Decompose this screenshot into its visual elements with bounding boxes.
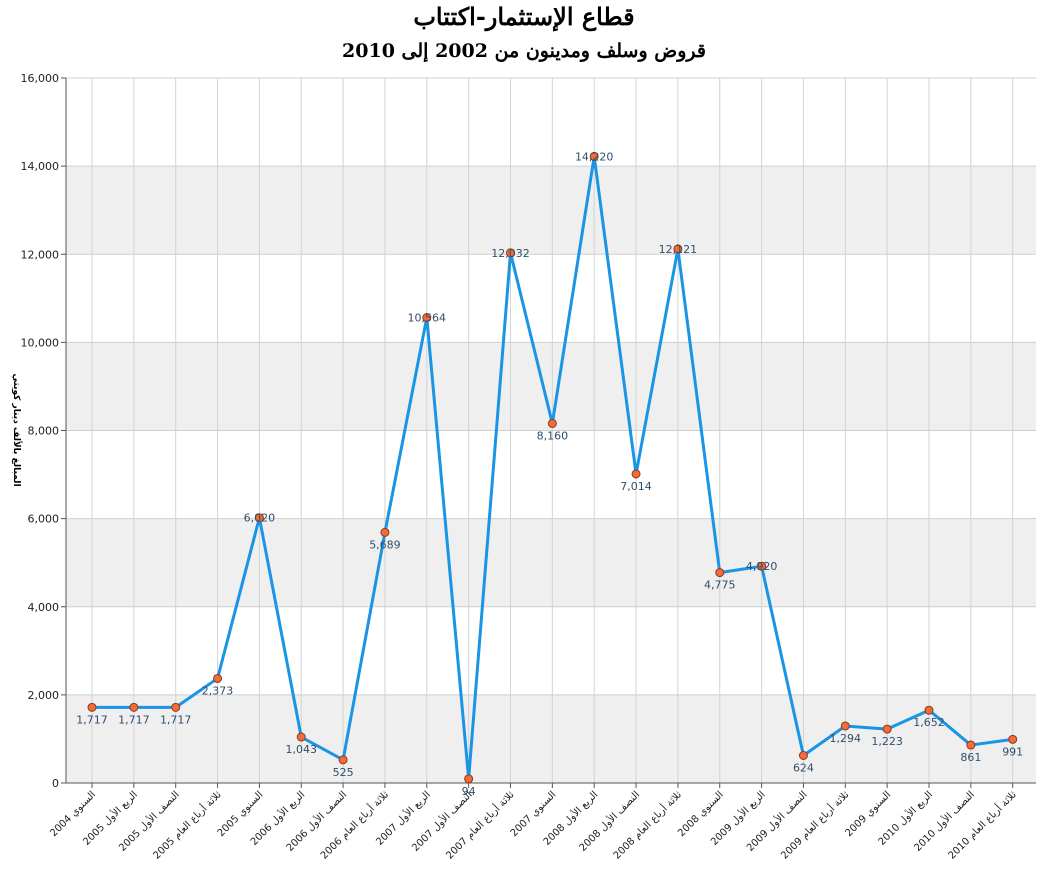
data-label: 1,294 bbox=[830, 732, 862, 745]
data-labels: 1,717 1,717 1,717 2,373 6,020 1,043 525 5,689 10… bbox=[76, 150, 1023, 797]
data-point bbox=[589, 151, 599, 161]
data-label: 2,373 bbox=[202, 684, 234, 697]
data-point bbox=[171, 702, 181, 712]
data-label: 4,775 bbox=[704, 579, 736, 592]
x-tick-label: ثلاثة أرباع العام 2009 bbox=[778, 788, 852, 862]
x-tick-label: ثلاثة أرباع العام 2010 bbox=[945, 788, 1019, 862]
data-point bbox=[547, 418, 557, 428]
data-label: 14,220 bbox=[575, 150, 614, 163]
y-tick-label: 2,000 bbox=[28, 689, 60, 702]
data-point bbox=[840, 721, 850, 731]
data-point bbox=[422, 313, 432, 323]
data-label: 4,920 bbox=[746, 560, 778, 573]
y-tick-label: 16,000 bbox=[21, 72, 60, 85]
data-point bbox=[254, 513, 264, 523]
data-label: 10,564 bbox=[408, 312, 447, 325]
y-axis-label: المبالغ بالألف دينار كويتي bbox=[11, 373, 23, 486]
data-point bbox=[213, 673, 223, 683]
chart-title: قطاع الإستثمار-اكتتاب bbox=[413, 2, 635, 31]
data-point bbox=[380, 527, 390, 537]
y-tick-label: 4,000 bbox=[28, 601, 60, 614]
data-point bbox=[757, 561, 767, 571]
data-point bbox=[87, 702, 97, 712]
y-tick-label: 6,000 bbox=[28, 513, 60, 526]
data-point bbox=[798, 751, 808, 761]
data-label: 1,717 bbox=[118, 713, 150, 726]
data-label: 1,652 bbox=[913, 716, 945, 729]
data-point bbox=[464, 774, 474, 784]
x-tick-label: ثلاثة أرباع العام 2006 bbox=[317, 788, 391, 862]
data-point bbox=[296, 732, 306, 742]
background-band bbox=[66, 518, 1036, 607]
data-point bbox=[673, 244, 683, 254]
chart-subtitle: قروض وسلف ومدينون من 2002 إلى 2010 bbox=[342, 40, 706, 62]
data-point bbox=[924, 705, 934, 715]
y-tick-label: 10,000 bbox=[21, 336, 60, 349]
y-tick-label: 0 bbox=[52, 777, 59, 790]
data-label: 12,121 bbox=[659, 243, 698, 256]
x-tick-label: ثلاثة أرباع العام 2005 bbox=[150, 788, 224, 862]
data-label: 991 bbox=[1002, 745, 1023, 758]
data-label: 861 bbox=[960, 751, 981, 764]
data-label: 525 bbox=[333, 766, 354, 779]
data-label: 1,717 bbox=[76, 713, 108, 726]
data-label: 5,689 bbox=[369, 538, 401, 551]
data-point bbox=[129, 702, 139, 712]
y-tick-label: 14,000 bbox=[21, 160, 60, 173]
series-markers bbox=[87, 151, 1018, 784]
data-label: 1,043 bbox=[286, 743, 318, 756]
x-tick-label: ثلاثة أرباع العام 2008 bbox=[610, 788, 684, 862]
y-tick-label: 12,000 bbox=[21, 248, 60, 261]
data-label: 1,717 bbox=[160, 713, 192, 726]
data-label: 12,032 bbox=[491, 247, 530, 260]
data-label: 7,014 bbox=[620, 480, 652, 493]
data-point bbox=[338, 755, 348, 765]
data-label: 8,160 bbox=[537, 429, 569, 442]
data-label: 6,020 bbox=[244, 512, 276, 525]
background-band bbox=[66, 166, 1036, 255]
y-tick-label: 8,000 bbox=[28, 425, 60, 438]
data-point bbox=[506, 248, 515, 258]
background-band bbox=[66, 694, 1036, 783]
data-label: 624 bbox=[793, 762, 814, 775]
data-point bbox=[1008, 734, 1018, 744]
data-point bbox=[631, 469, 641, 479]
x-tick-label: ثلاثة أرباع العام 2007 bbox=[443, 788, 517, 862]
y-axis-ticks: 0 2,000 4,000 6,000 8,000 10,000 12,000 14,000 1… bbox=[21, 72, 66, 790]
data-point bbox=[966, 740, 976, 750]
data-label: 94 bbox=[462, 785, 476, 798]
data-point bbox=[715, 568, 725, 578]
data-label: 1,223 bbox=[871, 735, 903, 748]
data-point bbox=[882, 724, 892, 734]
